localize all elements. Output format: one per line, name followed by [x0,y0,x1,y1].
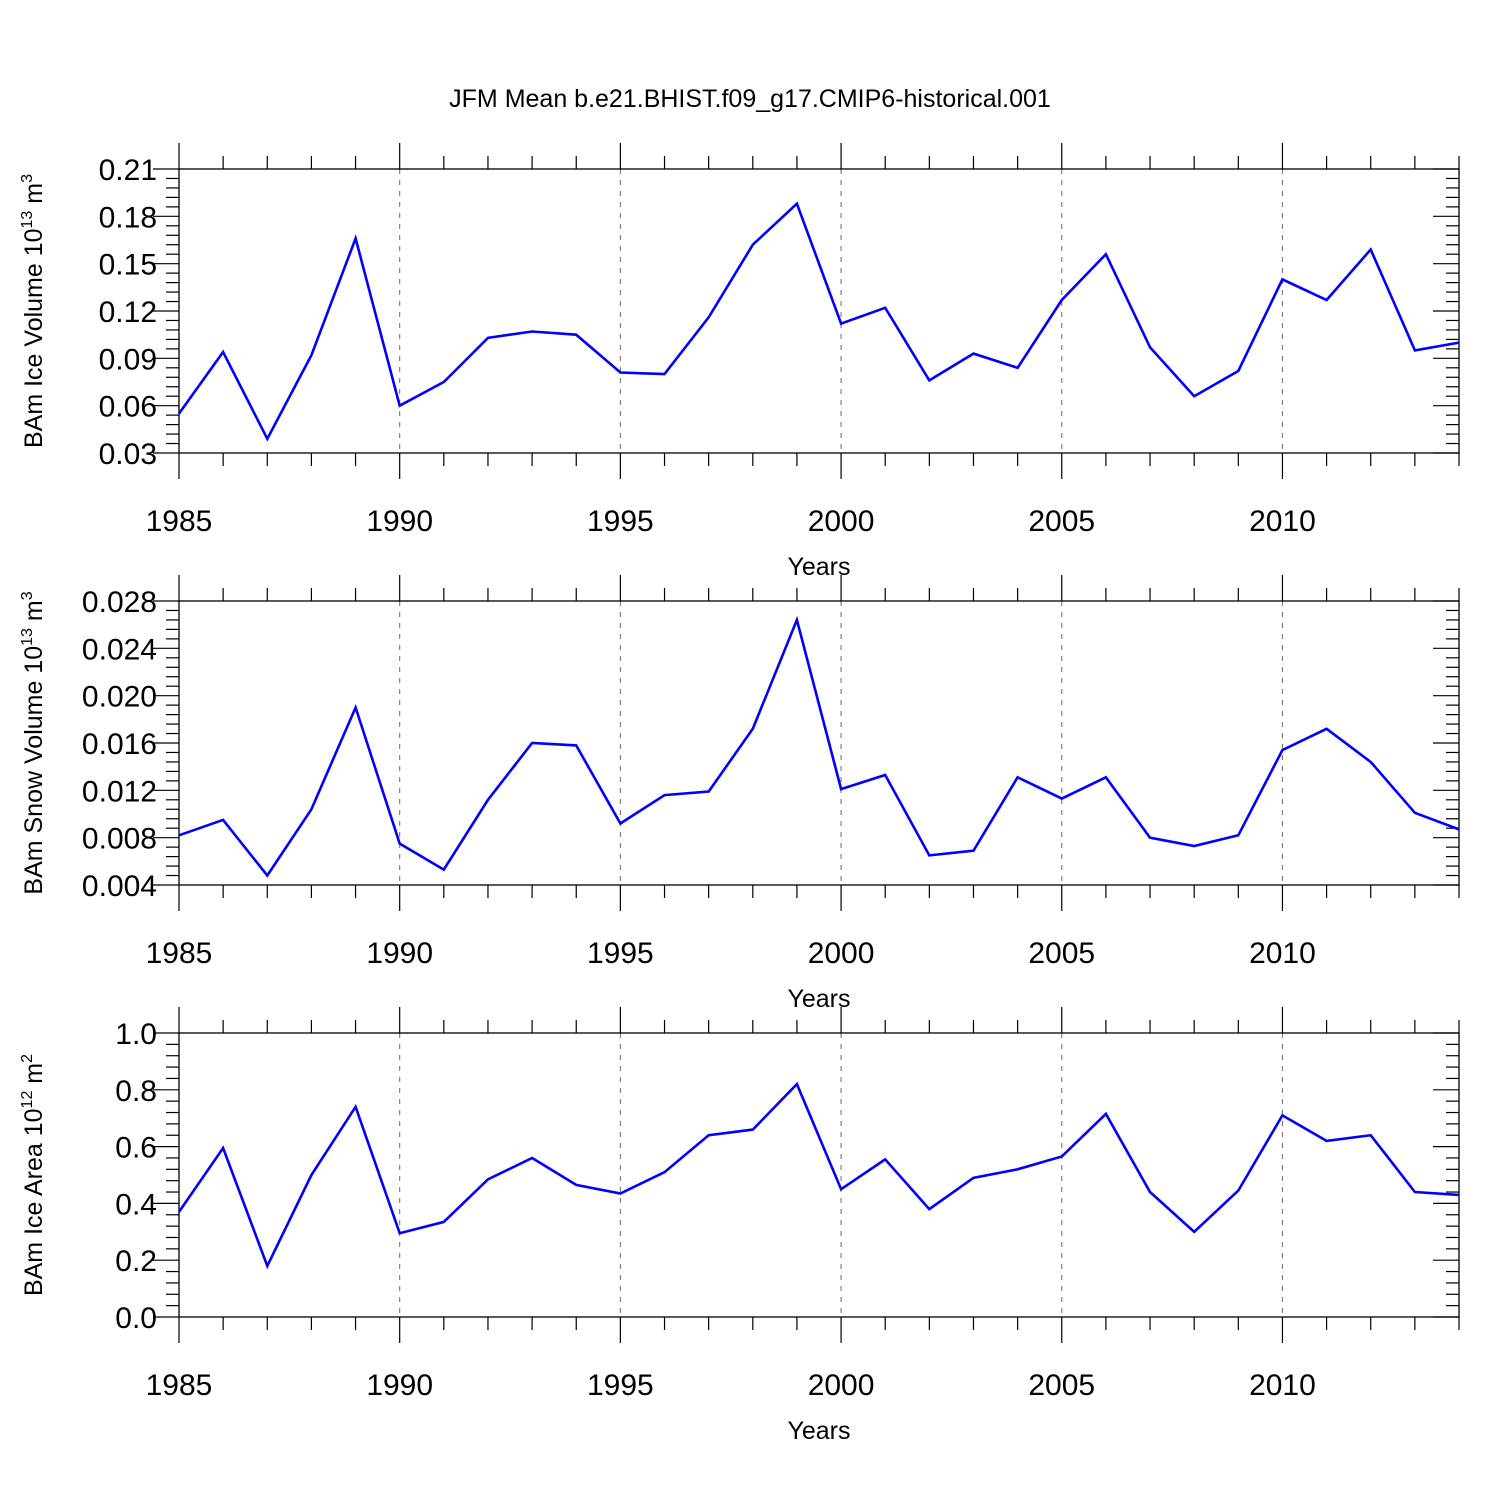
y-tick-label: 0.020 [82,681,157,714]
y-axis-label-part: BAm Snow Volume 10 [20,646,48,895]
y-tick-label: 0.008 [82,823,157,856]
x-tick-label: 1990 [366,937,433,970]
y-tick-label: 0.016 [82,728,157,761]
y-tick-label: 0.8 [115,1075,157,1108]
x-tick-label: 1985 [146,505,213,538]
y-tick-label: 0.028 [82,586,157,619]
y-tick-label: 0.0 [115,1302,157,1335]
y-tick-label: 0.15 [99,249,157,282]
x-tick-label: 2000 [808,937,875,970]
plot-frame [178,1032,1460,1318]
x-tick-label: 2000 [808,1369,875,1402]
panel-2: 1985 1990 1995 2000 2005 2010 0.004 0.008 0.012 0… [19,575,1460,1013]
y-tick-label: 0.024 [82,633,157,666]
y-tick-label: 0.012 [82,775,157,808]
y-axis-label-superscript: 3 [19,591,36,600]
y-tick-label: 0.21 [99,154,157,187]
y-tick-label: 0.06 [99,391,157,424]
x-tick-label: 2010 [1249,937,1316,970]
x-axis-label: Years [787,1417,850,1445]
y-tick-label: 1.0 [115,1018,157,1051]
x-tick-label: 1995 [587,937,654,970]
x-axis-label: Years [787,985,850,1013]
plot-frame [178,600,1460,886]
y-axis-label-part: m [20,1063,48,1091]
y-axis-label-part: BAm Ice Volume 10 [20,228,48,448]
panel-3: 1985 1990 1995 2000 2005 2010 0.0 0.2 0.4 0.6 0.8 1… [19,1007,1460,1445]
plot-frame [178,168,1460,454]
x-tick-label: 1995 [587,505,654,538]
y-axis-label-superscript: 13 [19,211,36,229]
series-line [177,201,1460,442]
x-tick-label: 2005 [1028,937,1095,970]
x-tick-label: 1985 [146,1369,213,1402]
y-axis-label: BAm Ice Area 1012 m2 [19,1054,48,1296]
y-axis-label: BAm Ice Volume 1013 m3 [19,174,48,448]
series-line [178,615,1460,878]
y-tick-label: 0.03 [99,438,157,471]
y-tick-label: 0.6 [115,1132,157,1165]
x-tick-label: 1985 [146,937,213,970]
x-tick-label: 2000 [808,505,875,538]
y-tick-label: 0.4 [115,1188,157,1221]
y-axis-label-part: BAm Ice Area 10 [20,1108,48,1296]
x-tick-label: 2005 [1028,505,1095,538]
y-tick-label: 0.12 [99,296,157,329]
y-axis-label-part: m [20,183,48,211]
x-tick-label: 2010 [1249,1369,1316,1402]
panels: 1985 1990 1995 2000 2005 20100.030.060.090.12… [19,143,1460,1445]
y-axis-label-superscript: 13 [19,628,36,646]
y-tick-label: 0.004 [82,870,157,903]
x-tick-label: 1990 [366,505,433,538]
y-axis-label-superscript: 3 [19,174,36,183]
figure-title: JFM Mean b.e21.BHIST.f09_g17.CMIP6-histo… [449,85,1051,113]
x-tick-label: 2010 [1249,505,1316,538]
y-axis-label-superscript: 12 [19,1091,36,1109]
x-tick-label: 1990 [366,1369,433,1402]
series-line [177,1081,1460,1270]
y-axis-label-superscript: 2 [19,1054,36,1063]
panel-1: 1985 1990 1995 2000 2005 2010 0.03 0.06 0.09 0.12… [19,143,1460,581]
y-axis-label-part: m [20,600,48,628]
x-tick-label: 2005 [1028,1369,1095,1402]
x-tick-label: 1995 [587,1369,654,1402]
y-tick-label: 0.09 [99,343,157,376]
y-tick-label: 0.18 [99,201,157,234]
y-axis-label: BAm Snow Volume 1013 m3 [19,591,48,894]
x-axis-label: Years [787,553,850,581]
y-tick-label: 0.2 [115,1245,157,1278]
